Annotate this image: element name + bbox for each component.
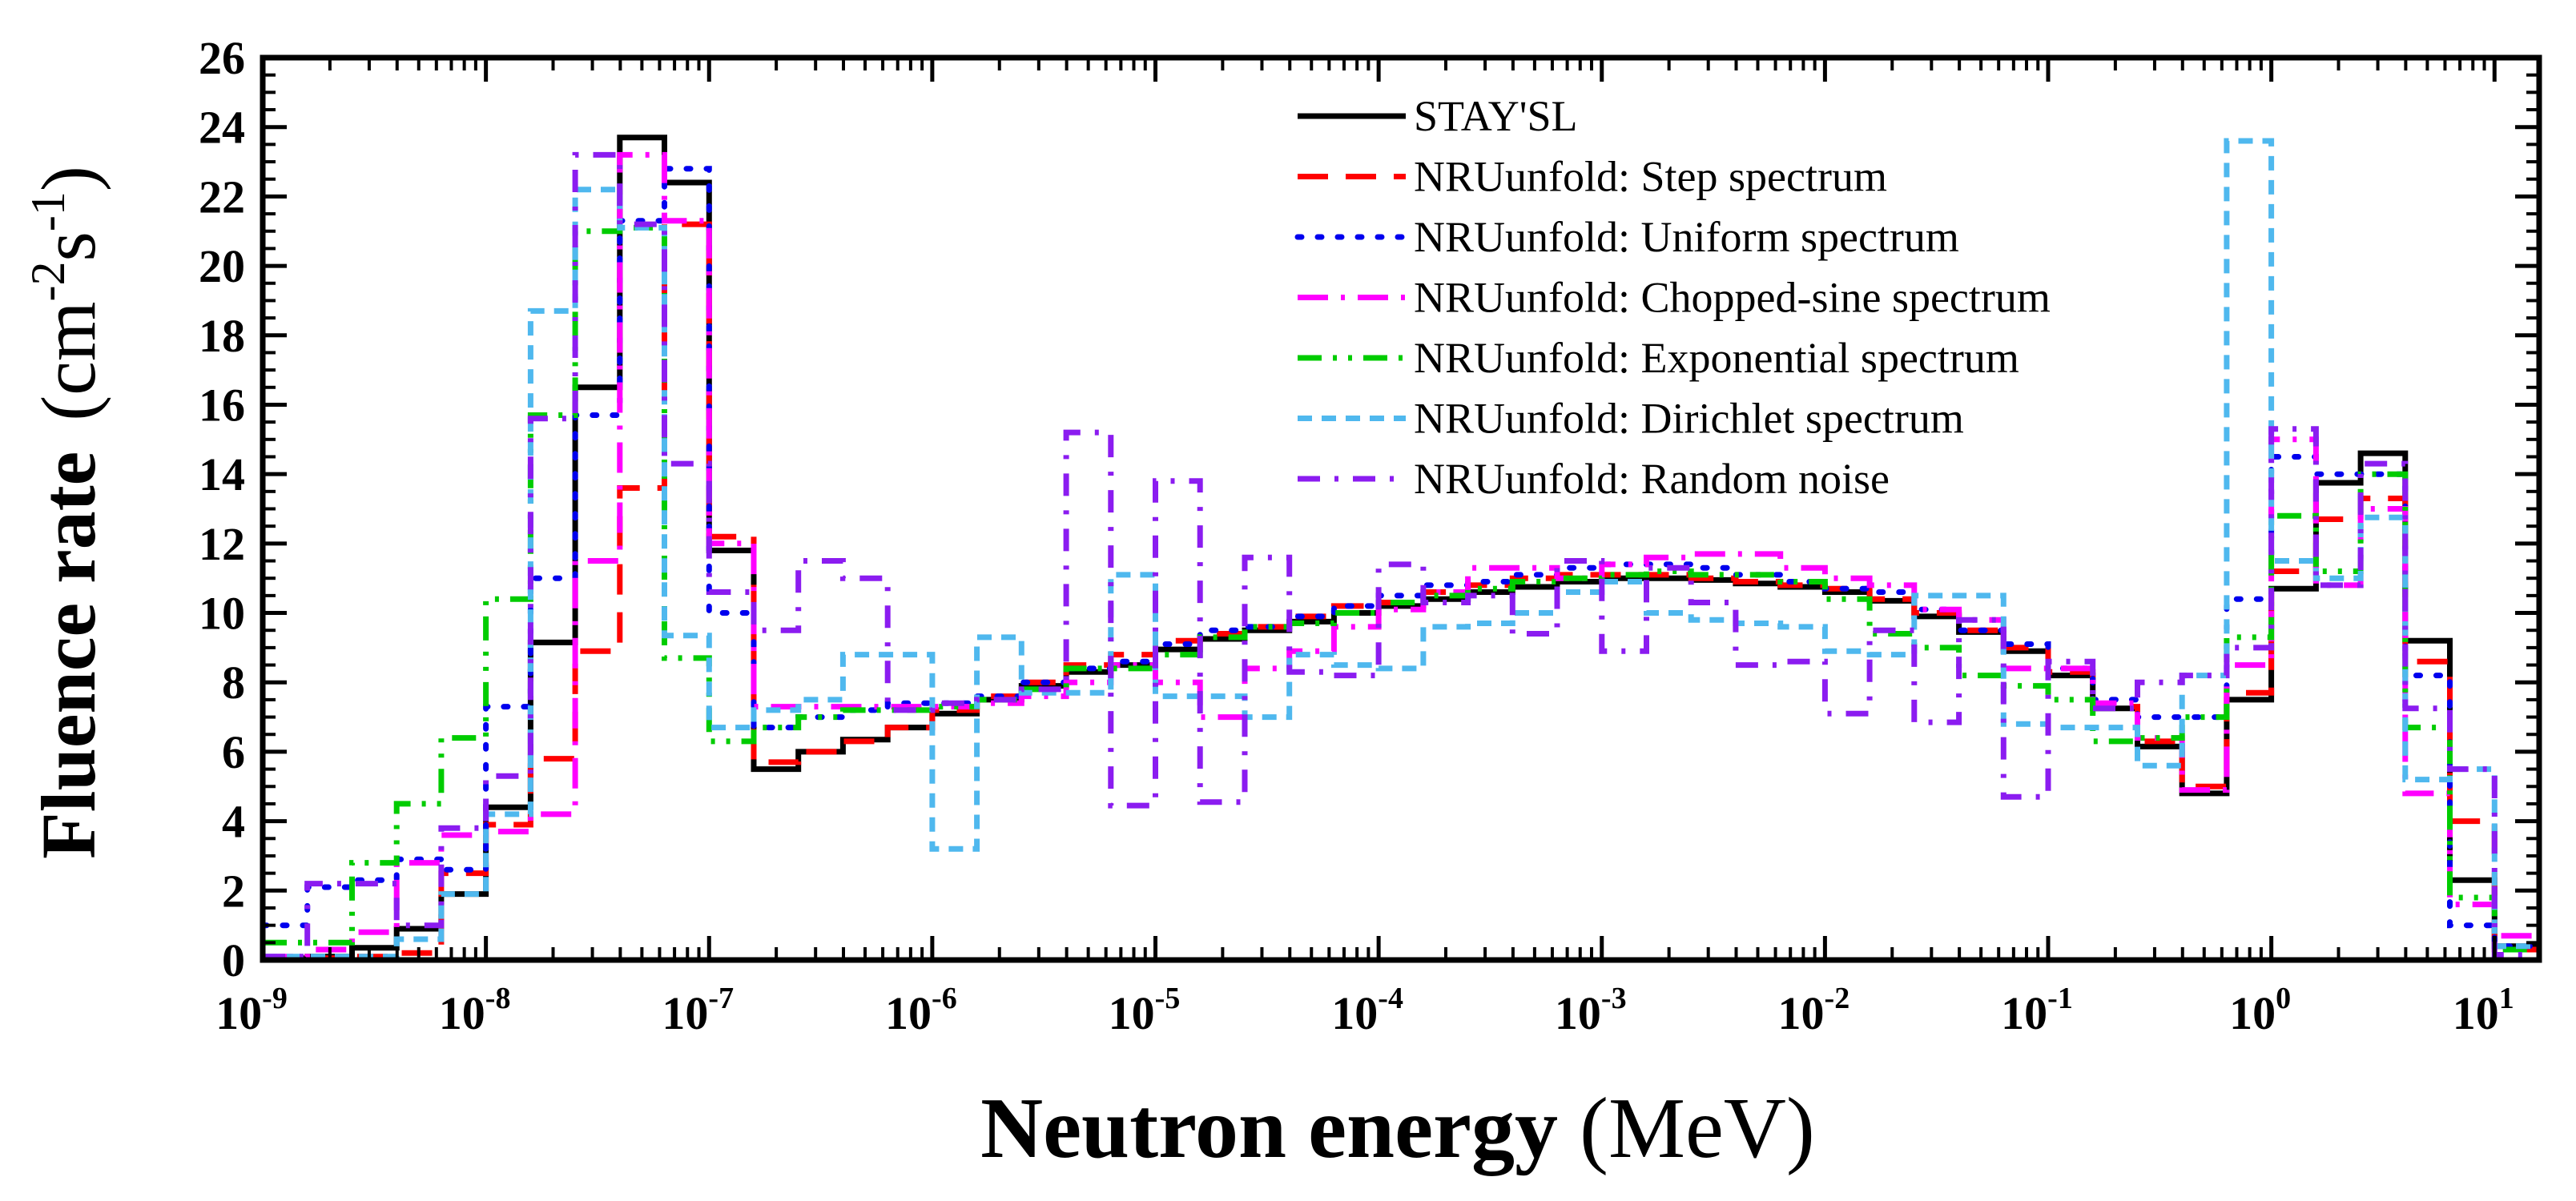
x-tick-exponent: -7 xyxy=(708,982,734,1015)
x-tick-base: 10 xyxy=(2229,987,2276,1039)
y-tick-label: 10 xyxy=(199,588,245,640)
y-tick-label: 26 xyxy=(199,32,245,84)
x-tick-base: 10 xyxy=(1778,987,1825,1039)
legend-label: NRUunfold: Uniform spectrum xyxy=(1414,213,1959,261)
y-axis-title-exp1: -2 xyxy=(22,261,74,301)
legend-label: NRUunfold: Random noise xyxy=(1414,455,1890,503)
x-axis-title: Neutron energy (MeV) xyxy=(980,1081,1815,1176)
x-tick-exponent: -8 xyxy=(485,982,511,1015)
x-tick-base: 10 xyxy=(1331,987,1378,1039)
x-tick-base: 10 xyxy=(662,987,708,1039)
legend-item: NRUunfold: Chopped-sine spectrum xyxy=(1298,274,2051,322)
y-tick-label: 14 xyxy=(199,448,245,500)
y-tick-label: 0 xyxy=(222,934,245,986)
x-tick-base: 10 xyxy=(1555,987,1601,1039)
y-tick-label: 2 xyxy=(222,865,245,917)
x-tick-base: 10 xyxy=(215,987,262,1039)
legend-item: STAY'SL xyxy=(1298,92,1577,140)
plot-frame xyxy=(260,54,2542,963)
x-tick-label: 101 xyxy=(2453,982,2514,1039)
x-tick-base: 10 xyxy=(885,987,932,1039)
x-axis-title-main: Neutron energy xyxy=(980,1081,1558,1176)
x-tick-exponent: -4 xyxy=(1378,982,1403,1015)
legend-item: NRUunfold: Exponential spectrum xyxy=(1298,334,2019,382)
series-line-1 xyxy=(263,221,2539,962)
x-tick-exponent: -6 xyxy=(932,982,957,1015)
x-tick-exponent: 1 xyxy=(2499,982,2514,1015)
legend-item: NRUunfold: Random noise xyxy=(1298,455,1890,503)
series-line-2 xyxy=(260,166,2542,950)
x-tick-label: 10-6 xyxy=(885,982,957,1039)
y-tick-label: 18 xyxy=(199,310,245,362)
series-layer xyxy=(260,135,2542,962)
y-axis-title-close: ) xyxy=(26,166,111,191)
x-tick-base: 10 xyxy=(2453,987,2499,1039)
x-tick-exponent: -9 xyxy=(262,982,288,1015)
y-tick-label: 4 xyxy=(222,796,245,848)
series-line-5 xyxy=(263,138,2539,960)
x-tick-label: 10-8 xyxy=(439,982,511,1039)
legend-label: NRUunfold: Step spectrum xyxy=(1414,153,1887,201)
x-tick-label: 100 xyxy=(2229,982,2291,1039)
x-tick-base: 10 xyxy=(439,987,485,1039)
x-tick-base: 10 xyxy=(1109,987,1155,1039)
x-tick-label: 10-1 xyxy=(2001,982,2073,1039)
x-tick-label: 10-3 xyxy=(1555,982,1627,1039)
legend-label: NRUunfold: Dirichlet spectrum xyxy=(1414,395,1964,443)
series-line-6 xyxy=(263,151,2539,960)
legend-item: NRUunfold: Dirichlet spectrum xyxy=(1298,395,1964,443)
y-tick-label: 6 xyxy=(222,726,245,778)
x-tick-label: 10-5 xyxy=(1109,982,1181,1039)
y-axis-title-main: Fluence rate xyxy=(26,452,111,859)
series-line-0 xyxy=(263,135,2539,962)
y-axis-title-unit2: s xyxy=(26,231,111,261)
legend-label: NRUunfold: Exponential spectrum xyxy=(1414,334,2019,382)
x-tick-exponent: -1 xyxy=(2047,982,2073,1015)
x-tick-label: 10-4 xyxy=(1331,982,1403,1039)
y-axis-title: Fluence rate (cm-2s-1) xyxy=(22,166,111,859)
x-tick-label: 10-7 xyxy=(662,982,734,1039)
x-tick-labels: 10-9 10-8 10-7 10-6 10-5 10-4 10-3 10-2 10-1 100 1… xyxy=(215,982,2514,1039)
legend-label: NRUunfold: Chopped-sine spectrum xyxy=(1414,274,2051,322)
x-tick-exponent: 0 xyxy=(2276,982,2291,1015)
series-line-4 xyxy=(263,224,2539,953)
legend: STAY'SL NRUunfold: Step spectrum NRUunfold… xyxy=(1294,92,2051,503)
x-tick-label: 10-9 xyxy=(215,982,288,1039)
x-axis-title-unit: (MeV) xyxy=(1580,1081,1815,1176)
axis-ticks xyxy=(260,55,2539,962)
x-tick-exponent: -2 xyxy=(1825,982,1850,1015)
x-tick-exponent: -3 xyxy=(1601,982,1627,1015)
legend-item: NRUunfold: Uniform spectrum xyxy=(1294,213,1959,261)
x-tick-exponent: -5 xyxy=(1155,982,1181,1015)
y-axis-title-exp2: -1 xyxy=(22,191,74,231)
x-tick-base: 10 xyxy=(2001,987,2047,1039)
y-tick-label: 8 xyxy=(222,657,245,709)
series-line-3 xyxy=(263,151,2539,960)
y-tick-label: 20 xyxy=(199,240,245,292)
y-tick-label: 12 xyxy=(199,518,245,570)
y-tick-label: 24 xyxy=(199,102,245,154)
legend-label: STAY'SL xyxy=(1414,92,1577,140)
y-tick-label: 16 xyxy=(199,379,245,431)
legend-item: NRUunfold: Step spectrum xyxy=(1298,153,1887,201)
y-tick-label: 22 xyxy=(199,171,245,223)
x-tick-label: 10-2 xyxy=(1778,982,1850,1039)
y-axis-title-unit: (cm xyxy=(26,301,111,420)
